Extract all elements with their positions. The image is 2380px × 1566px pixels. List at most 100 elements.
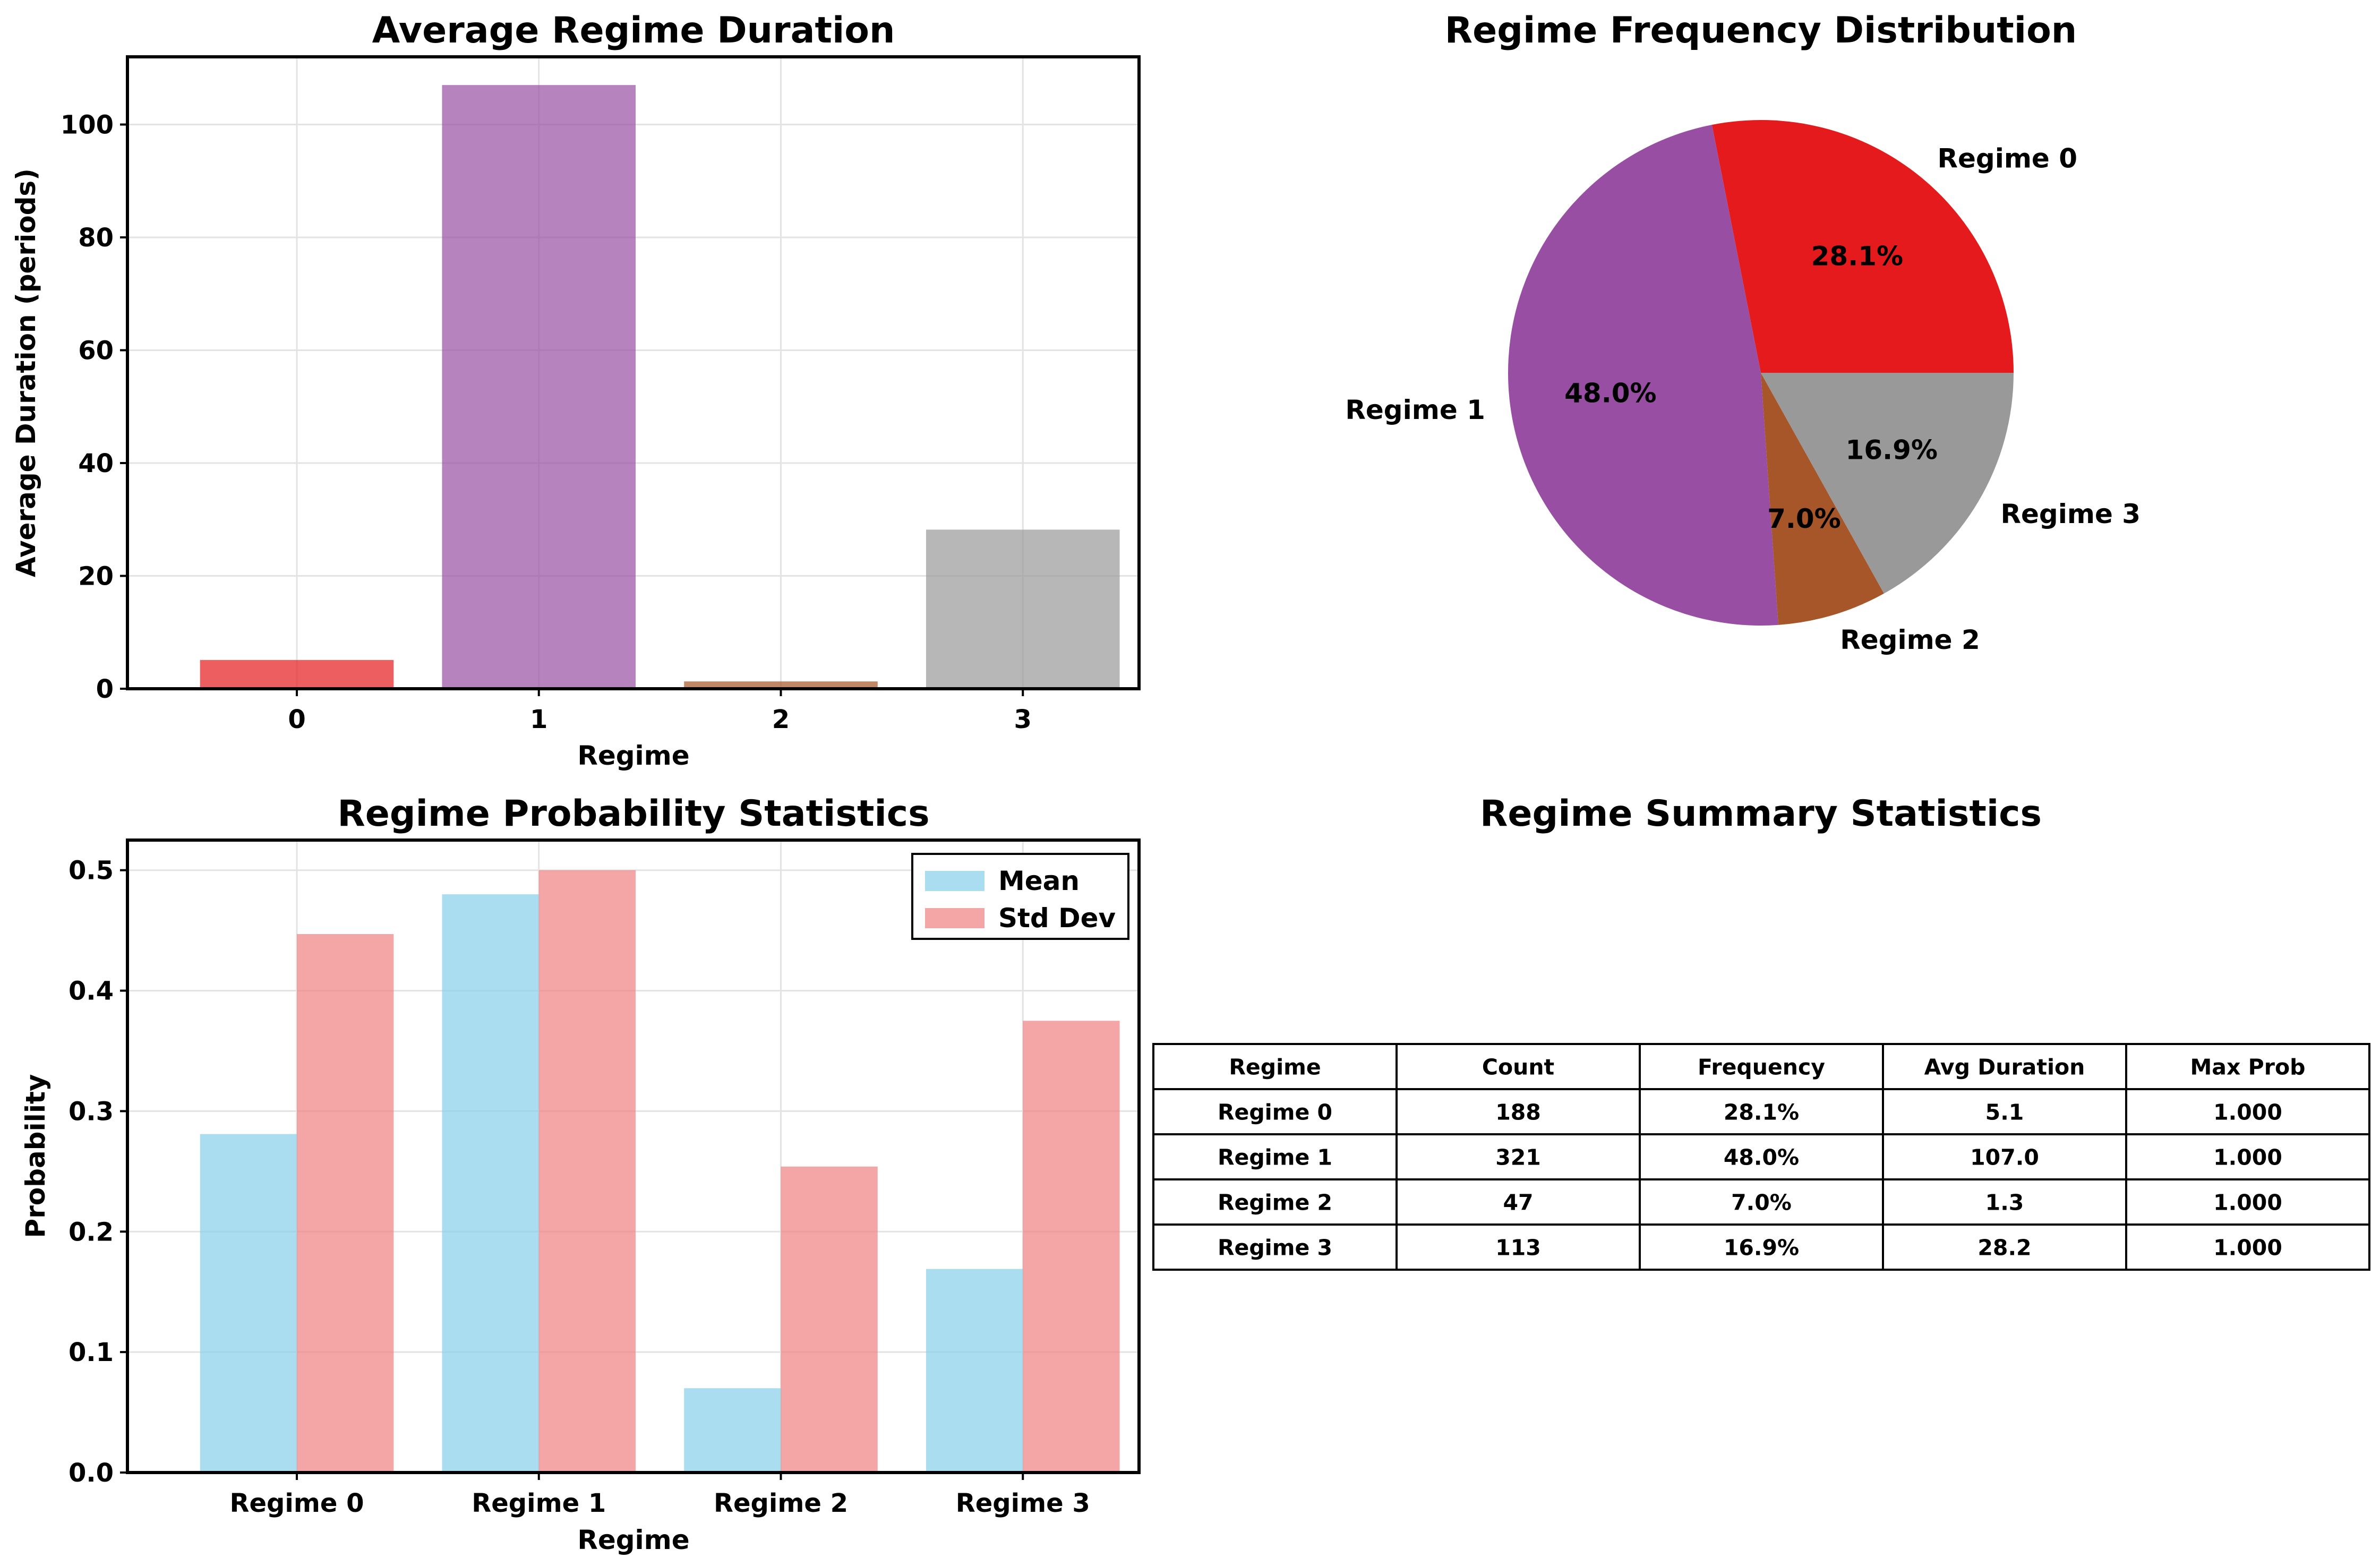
probability-chart-frame bbox=[126, 838, 1141, 1474]
mean-bar bbox=[442, 894, 539, 1473]
duration-chart-xlabel: Regime bbox=[577, 740, 689, 771]
table-cell bbox=[2125, 1178, 2370, 1226]
legend-swatch bbox=[925, 908, 984, 928]
table-cell-text: 47 bbox=[1503, 1190, 1533, 1216]
y-tick-label: 0.3 bbox=[69, 1097, 114, 1126]
table-cell-text: Regime 0 bbox=[1218, 1100, 1332, 1125]
table-cell-text: 48.0% bbox=[1724, 1145, 1799, 1170]
table-cell-text: 28.1% bbox=[1724, 1100, 1799, 1125]
x-tick-label: 2 bbox=[772, 705, 790, 734]
frequency-pie-title: Regime Frequency Distribution bbox=[1445, 10, 2077, 52]
y-tick-label: 0 bbox=[96, 674, 114, 704]
y-tick-label: 80 bbox=[78, 223, 114, 253]
table-cell bbox=[1396, 1223, 1641, 1271]
y-tick-label: 0.0 bbox=[69, 1458, 114, 1488]
y-tick-label: 0.4 bbox=[69, 977, 114, 1006]
pie-slice-label: Regime 2 bbox=[1840, 624, 1980, 655]
legend-label: Std Dev bbox=[998, 903, 1116, 934]
probability-chart-panel: Regime Probability Statistics 0.0 0.1 0.2 0… bbox=[20, 793, 1141, 1555]
pie-slice bbox=[1711, 120, 2014, 373]
x-tick-label: Regime 0 bbox=[230, 1488, 364, 1518]
x-tick-label: Regime 1 bbox=[472, 1488, 606, 1518]
mean-bar bbox=[200, 1134, 297, 1473]
table-cell bbox=[2125, 1133, 2370, 1180]
std-dev-bar bbox=[1023, 1021, 1120, 1473]
mean-bar bbox=[926, 1269, 1023, 1473]
pie-slice-label: Regime 1 bbox=[1345, 395, 1485, 425]
table-header-text: Frequency bbox=[1698, 1055, 1825, 1080]
pie-percent-label: 16.9% bbox=[1846, 435, 1938, 466]
table-cell bbox=[1396, 1178, 1641, 1226]
std-dev-bar bbox=[297, 934, 394, 1473]
x-tick-label: 1 bbox=[530, 705, 547, 734]
table-header-text: Max Prob bbox=[2190, 1055, 2306, 1080]
pie-percent-label: 28.1% bbox=[1811, 241, 1903, 271]
table-cell-text: 321 bbox=[1495, 1145, 1541, 1170]
pie-slice bbox=[1508, 125, 1778, 626]
pie-slice-label: Regime 0 bbox=[1937, 143, 2077, 174]
x-tick-label: Regime 2 bbox=[714, 1488, 848, 1518]
table-cell bbox=[1882, 1223, 2127, 1271]
table-cell-text: 7.0% bbox=[1731, 1190, 1792, 1216]
x-tick-label: Regime 3 bbox=[956, 1488, 1090, 1518]
x-tick-label: 0 bbox=[288, 705, 305, 734]
std-dev-bar bbox=[538, 870, 636, 1473]
duration-bar bbox=[684, 681, 878, 689]
table-cell-text: 1.000 bbox=[2213, 1235, 2282, 1261]
std-dev-bar bbox=[781, 1166, 878, 1473]
probability-chart-xlabel: Regime bbox=[577, 1525, 689, 1555]
table-header-text: Count bbox=[1482, 1055, 1554, 1080]
legend-label: Mean bbox=[998, 866, 1080, 896]
y-tick-label: 0.2 bbox=[69, 1217, 114, 1247]
table-cell bbox=[1639, 1223, 1884, 1271]
summary-table-panel: Regime Summary Statistics Regime Count Fre… bbox=[1152, 793, 2370, 1271]
duration-bar bbox=[926, 529, 1120, 689]
frequency-pie-panel: Regime Frequency Distribution 28.1% Regim… bbox=[1345, 10, 2141, 655]
duration-chart-bars bbox=[200, 85, 1120, 689]
frequency-pie-slices bbox=[1508, 120, 2014, 626]
summary-table: Regime Count Frequency Avg Duration Max Prob… bbox=[1152, 1043, 2370, 1271]
table-cell-text: Regime 3 bbox=[1218, 1235, 1332, 1261]
table-cell-text: 1.000 bbox=[2213, 1190, 2282, 1216]
duration-chart-ticks: 0 20 40 60 80 100 0 1 2 3 bbox=[61, 110, 1032, 735]
y-tick-label: 60 bbox=[78, 336, 114, 366]
table-header-text: Avg Duration bbox=[1924, 1055, 2085, 1080]
table-cell-text: 28.2 bbox=[1977, 1235, 2031, 1261]
y-tick-label: 0.1 bbox=[69, 1338, 114, 1367]
y-tick-label: 40 bbox=[78, 449, 114, 478]
mean-bar bbox=[684, 1388, 781, 1473]
duration-chart-panel: Average Regime Duration 0 20 40 60 80 100 0 1 2 3… bbox=[11, 10, 1141, 771]
table-cell bbox=[1152, 1088, 1398, 1135]
table-cell-text: 16.9% bbox=[1724, 1235, 1799, 1261]
table-cell-text: 1.000 bbox=[2213, 1100, 2282, 1125]
pie-percent-label: 48.0% bbox=[1564, 378, 1656, 409]
table-cell-text: 107.0 bbox=[1970, 1145, 2039, 1170]
duration-chart-title: Average Regime Duration bbox=[372, 10, 895, 52]
pie-percent-label: 7.0% bbox=[1767, 503, 1841, 534]
legend-swatch bbox=[925, 871, 984, 891]
probability-chart-title: Regime Probability Statistics bbox=[337, 793, 929, 835]
frequency-pie-labels: 28.1% Regime 0 48.0% Regime 1 7.0% Regime 2 16… bbox=[1345, 143, 2141, 655]
table-cell-text: 5.1 bbox=[1985, 1100, 2024, 1125]
table-cell-text: 188 bbox=[1495, 1100, 1541, 1125]
pie-slice bbox=[1761, 373, 2014, 594]
probability-chart-ylabel: Probability bbox=[20, 1074, 51, 1238]
table-header-cell bbox=[1882, 1043, 2127, 1090]
probability-chart-bars bbox=[200, 870, 1120, 1473]
duration-chart-frame bbox=[126, 55, 1141, 690]
table-cell-text: 113 bbox=[1495, 1235, 1541, 1261]
table-cell-text: Regime 1 bbox=[1218, 1145, 1332, 1170]
duration-chart-ylabel: Average Duration (periods) bbox=[11, 168, 41, 577]
table-cell bbox=[1882, 1133, 2127, 1180]
table-cell-text: 1.3 bbox=[1985, 1190, 2024, 1216]
table-cell bbox=[1639, 1133, 1884, 1180]
probability-chart-ticks: 0.0 0.1 0.2 0.3 0.4 0.5 Regime 0 Regime 1 Regime… bbox=[69, 856, 1090, 1518]
table-cell bbox=[1152, 1178, 1398, 1226]
y-tick-label: 20 bbox=[78, 562, 114, 592]
probability-chart-legend: Mean Std Dev bbox=[911, 853, 1129, 940]
y-tick-label: 100 bbox=[61, 110, 114, 140]
pie-slice-label: Regime 3 bbox=[2001, 499, 2141, 529]
summary-table-title: Regime Summary Statistics bbox=[1480, 793, 2042, 835]
table-cell bbox=[2125, 1088, 2370, 1135]
